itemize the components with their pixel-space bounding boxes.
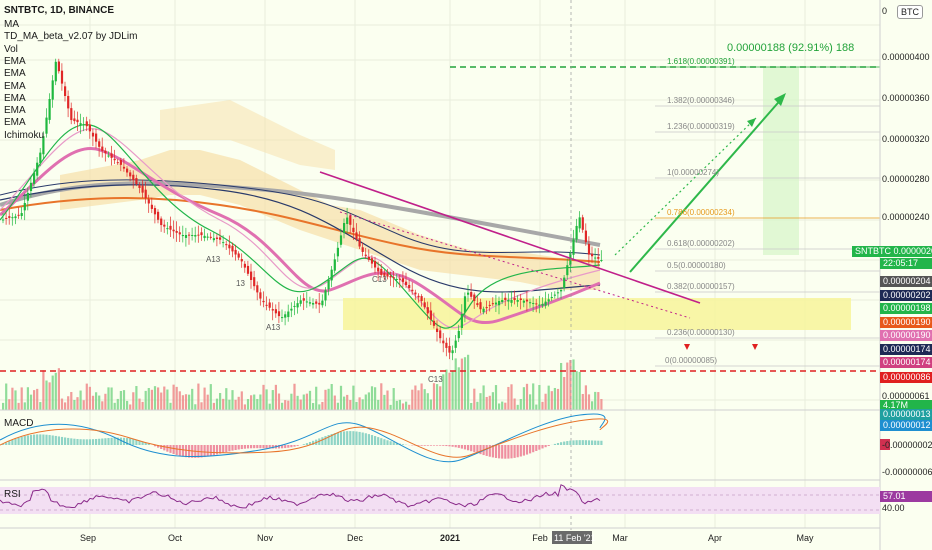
- projection-label: 0.00000188 (92.91%) 188: [727, 42, 854, 54]
- price-tick: 0.00000240: [882, 212, 930, 222]
- rsi-title: RSI: [4, 489, 21, 500]
- price-tag: 0.00000190: [880, 317, 932, 328]
- legend-item[interactable]: Vol: [4, 43, 18, 55]
- price-tag: 0.00000198: [880, 303, 932, 314]
- macd-tag-2: 0.00000012: [880, 420, 932, 431]
- price-tag: 0.00000202: [880, 290, 932, 301]
- rsi-band: [0, 487, 880, 514]
- fib-label: 0.236(0.00000130): [667, 328, 735, 337]
- td-label: A13: [266, 323, 281, 332]
- candlesticks: [2, 58, 603, 361]
- dotted-arrow-head: [747, 118, 756, 127]
- macd-tag-1: 0.00000013: [880, 409, 932, 420]
- projection-arrow: [629, 95, 785, 273]
- fib-label: 0.786(0.00000234): [667, 208, 735, 217]
- legend-item[interactable]: EMA: [4, 80, 26, 92]
- currency-badge[interactable]: BTC: [897, 5, 923, 19]
- time-label: Nov: [256, 533, 274, 543]
- current-price: 0.00000205: [893, 246, 932, 256]
- time-label: Feb: [532, 533, 548, 543]
- fib-label: 0.5(0.00000180): [667, 261, 726, 270]
- rsi-line: [0, 484, 601, 509]
- fib-label: 0.382(0.00000157): [667, 282, 735, 291]
- axis-zero-label: 0: [882, 6, 888, 16]
- rsi-low-level: 40.00: [882, 503, 905, 513]
- fib-label: 0.618(0.00000202): [667, 239, 735, 248]
- legend-item[interactable]: EMA: [4, 105, 26, 117]
- legend-item[interactable]: EMA: [4, 55, 26, 67]
- symbol-title: SNTBTC, 1D, BINANCE: [4, 5, 115, 16]
- time-label: Sep: [79, 533, 97, 543]
- down-arrow-2: [752, 344, 758, 350]
- price-tag: 22:05:17: [880, 258, 932, 269]
- price-tick: 0.00000320: [882, 134, 930, 144]
- support-zone: [343, 298, 851, 330]
- price-tag: 0.00000174: [880, 357, 932, 368]
- price-tick: 0.00000280: [882, 174, 930, 184]
- projection-arrow-head: [774, 93, 786, 106]
- macd-axis-low: -0.00000002: [882, 440, 932, 450]
- legend-item[interactable]: EMA: [4, 92, 26, 104]
- time-label: Apr: [707, 533, 723, 543]
- time-label: 2021: [439, 533, 461, 543]
- fib-label: 1(0.00000274): [667, 168, 720, 177]
- price-tag: 0.00000086: [880, 372, 932, 383]
- fib-label: 1.382(0.00000346): [667, 96, 735, 105]
- crosshair-date-box: [552, 531, 592, 544]
- price-tag: 0.00000204: [880, 276, 932, 287]
- projection-box: [763, 67, 799, 255]
- fib-levels: [655, 66, 880, 367]
- legend-item[interactable]: MA: [4, 19, 19, 30]
- price-tick: 0.00000360: [882, 93, 930, 103]
- td-label: C13: [428, 375, 443, 384]
- price-tag: 0.00000190: [880, 330, 932, 341]
- time-label: Dec: [346, 533, 364, 543]
- macd-title: MACD: [4, 418, 34, 429]
- volume-bars: [2, 354, 603, 410]
- crosshair-date: 11 Feb '21: [554, 533, 596, 543]
- fib-label: 1.236(0.00000319): [667, 122, 735, 131]
- current-price-symbol: SNTBTC: [855, 246, 894, 256]
- legend-item[interactable]: EMA: [4, 68, 26, 80]
- td-label: A13: [206, 255, 221, 264]
- fib-label: 0(0.00000085): [665, 356, 718, 365]
- macd-axis-low2: -0.00000006: [882, 467, 932, 477]
- legend-item[interactable]: Ichimoku: [4, 129, 45, 141]
- td-label: 13: [236, 279, 245, 288]
- macd-tag-3: [880, 439, 890, 450]
- td-labels: A13 13 A13 C13 C13: [206, 255, 443, 384]
- price-tag: 0.00000174: [880, 344, 932, 355]
- time-label: May: [796, 533, 814, 543]
- grid-lines: [0, 0, 880, 528]
- legend-item[interactable]: EMA: [4, 117, 26, 129]
- trendline-dotted: [339, 211, 691, 319]
- rsi-value-tag: 57.01: [880, 491, 932, 502]
- current-price-tag: SNTBTC 0.00000205: [852, 246, 932, 257]
- legend-item[interactable]: TD_MA_beta_v2.07 by JDLim: [4, 31, 138, 43]
- trendline: [319, 171, 701, 304]
- price-tick: 0.00000061: [882, 391, 930, 401]
- volume-tag: 4.17M: [880, 400, 932, 411]
- down-arrow-1: [684, 344, 690, 350]
- macd-pane: [0, 413, 609, 463]
- time-label: Oct: [167, 533, 183, 543]
- price-tick: 0.00000400: [882, 52, 930, 62]
- td-label: C13: [372, 275, 387, 284]
- time-label: Mar: [612, 533, 628, 543]
- fib-label: 1.618(0.00000391): [667, 57, 735, 66]
